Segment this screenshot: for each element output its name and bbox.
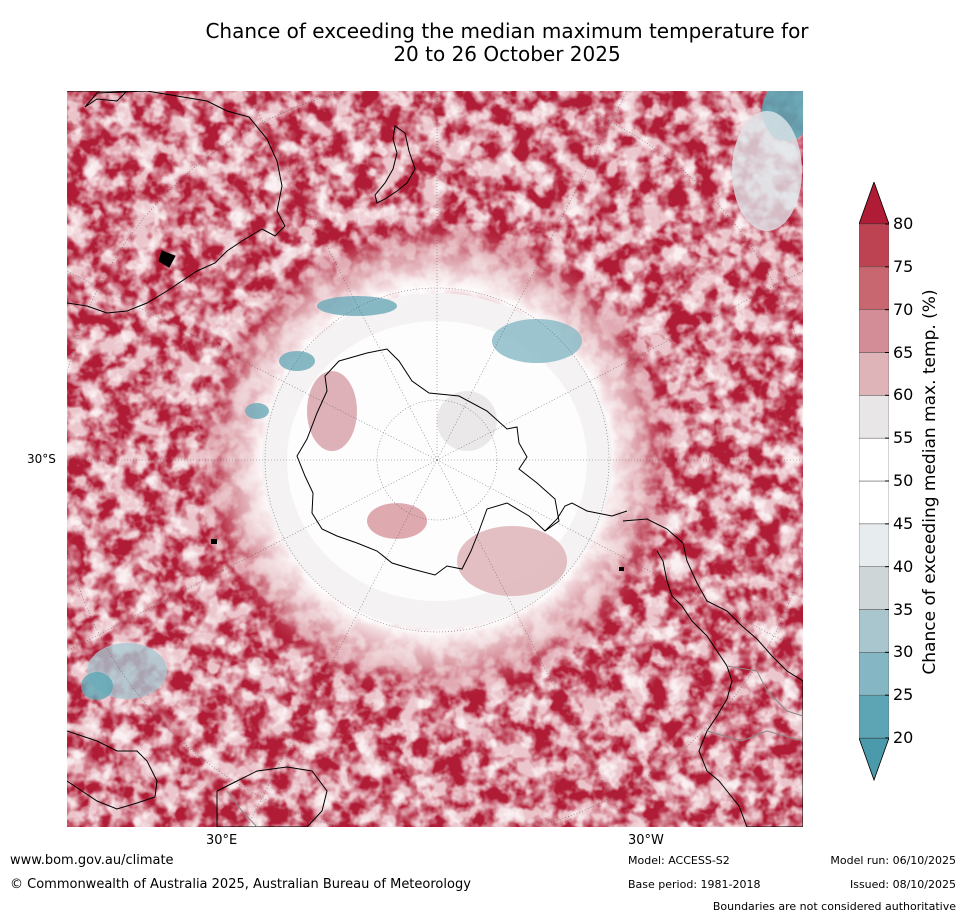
model-run-text: Model run: 06/10/2025 — [830, 854, 956, 867]
colorbar-band — [859, 437, 889, 482]
colorbar-band — [859, 223, 889, 268]
issued-text: Issued: 08/10/2025 — [849, 878, 956, 891]
lon-label-30e: 30°E — [206, 833, 238, 848]
colorbar-tick-label: 50 — [893, 471, 914, 490]
colorbar-band — [859, 609, 889, 653]
colorbar-band — [859, 352, 889, 396]
colorbar-tick-label: 60 — [893, 385, 914, 405]
title-line-1: Chance of exceeding the median maximum t… — [205, 19, 809, 43]
colorbar-tick-label: 30 — [893, 642, 914, 662]
colorbar-tick-label: 25 — [893, 685, 914, 705]
colorbar-over-arrow — [859, 182, 889, 225]
colorbar — [859, 182, 889, 782]
colorbar-band — [859, 523, 889, 567]
colorbar-band — [859, 652, 889, 696]
colorbar-band — [859, 694, 889, 739]
website-text: www.bom.gov.au/climate — [10, 853, 174, 868]
colorbar-title: Chance of exceeding median max. temp. (%… — [920, 289, 940, 675]
colorbar-under-arrow — [859, 737, 889, 782]
model-text: Model: ACCESS-S2 — [628, 854, 730, 867]
colorbar-band — [859, 309, 889, 353]
colorbar-tick-label: 20 — [893, 728, 914, 747]
colorbar-tick-label: 55 — [893, 428, 914, 448]
colorbar-band — [859, 566, 889, 610]
colorbar-band — [859, 266, 889, 310]
lon-label-30w: 30°W — [628, 833, 664, 848]
title-line-2: 20 to 26 October 2025 — [393, 42, 621, 66]
lat-label-30s: 30°S — [27, 452, 56, 466]
colorbar-tick-label: 70 — [893, 299, 914, 319]
copyright-text: © Commonwealth of Australia 2025, Austra… — [10, 877, 471, 892]
colorbar-band — [859, 480, 889, 525]
colorbar-band — [859, 395, 889, 439]
colorbar-tick-label: 45 — [893, 513, 914, 533]
colorbar-tick-label: 75 — [893, 256, 914, 276]
colorbar-tick-label: 80 — [893, 214, 914, 233]
colorbar-tick-label: 40 — [893, 556, 914, 576]
probability-map — [67, 91, 803, 827]
colorbar-tick-label: 35 — [893, 599, 914, 619]
disclaimer-text: Boundaries are not considered authoritat… — [712, 900, 956, 913]
map-title: Chance of exceeding the median maximum t… — [100, 20, 914, 66]
base-period-text: Base period: 1981-2018 — [628, 878, 761, 891]
colorbar-tick-label: 65 — [893, 342, 914, 362]
